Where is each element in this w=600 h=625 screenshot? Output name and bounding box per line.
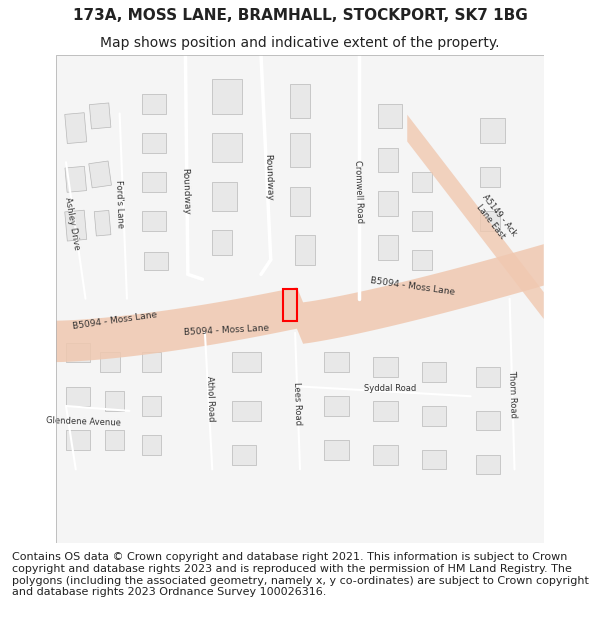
Bar	[66, 342, 91, 362]
Bar	[212, 231, 232, 255]
Bar	[481, 167, 500, 187]
Text: Glendene Avenue: Glendene Avenue	[46, 416, 121, 428]
Bar	[325, 352, 349, 372]
Text: 173A, MOSS LANE, BRAMHALL, STOCKPORT, SK7 1BG: 173A, MOSS LANE, BRAMHALL, STOCKPORT, SK…	[73, 8, 527, 23]
Bar	[290, 133, 310, 167]
Text: Ford's Lane: Ford's Lane	[114, 179, 125, 228]
Bar	[142, 211, 166, 231]
Bar	[65, 210, 87, 241]
Text: Roundway: Roundway	[180, 168, 191, 215]
Bar	[65, 112, 87, 144]
Bar	[378, 148, 398, 172]
Bar	[142, 396, 161, 416]
Bar	[422, 450, 446, 469]
Bar	[325, 440, 349, 459]
Bar	[66, 431, 91, 450]
Bar	[105, 431, 124, 450]
Text: Map shows position and indicative extent of the property.: Map shows position and indicative extent…	[100, 36, 500, 50]
Bar	[232, 352, 261, 372]
Bar	[325, 396, 349, 416]
Bar	[232, 445, 256, 464]
Bar	[94, 211, 111, 236]
Bar	[481, 211, 500, 231]
Text: Lees Road: Lees Road	[292, 382, 303, 425]
Bar	[412, 211, 431, 231]
Bar	[476, 367, 500, 386]
Text: Athol Road: Athol Road	[205, 376, 215, 422]
Bar	[476, 455, 500, 474]
Bar	[142, 435, 161, 455]
Bar	[142, 94, 166, 114]
Bar	[65, 166, 86, 192]
Text: Thorn Road: Thorn Road	[507, 369, 517, 418]
Bar	[142, 172, 166, 191]
Bar	[142, 352, 161, 372]
Bar	[481, 118, 505, 142]
Bar	[373, 357, 398, 377]
Text: Cromwell Road: Cromwell Road	[353, 160, 364, 223]
Polygon shape	[56, 244, 544, 362]
Bar	[378, 104, 403, 128]
Bar	[100, 352, 119, 372]
Text: B5094 - Moss Lane: B5094 - Moss Lane	[184, 324, 269, 337]
Text: B5094 - Moss Lane: B5094 - Moss Lane	[369, 276, 455, 297]
Bar	[212, 79, 241, 114]
Text: Ashley Drive: Ashley Drive	[63, 196, 82, 250]
Bar	[212, 182, 236, 211]
Bar	[412, 172, 431, 191]
Bar	[295, 236, 314, 264]
Bar	[378, 191, 398, 216]
Bar	[378, 236, 398, 260]
Bar	[212, 133, 241, 162]
Bar	[142, 133, 166, 152]
Polygon shape	[407, 115, 544, 319]
Bar	[89, 161, 112, 188]
Text: Contains OS data © Crown copyright and database right 2021. This information is : Contains OS data © Crown copyright and d…	[12, 552, 589, 598]
Bar	[105, 391, 124, 411]
Bar	[89, 103, 111, 129]
Text: A5149 - Ack
Lane East: A5149 - Ack Lane East	[472, 192, 518, 244]
Bar	[476, 411, 500, 431]
Bar	[232, 401, 261, 421]
Text: Syddal Road: Syddal Road	[364, 384, 416, 394]
Bar	[373, 401, 398, 421]
Bar	[283, 289, 296, 321]
Text: Roundway: Roundway	[263, 153, 274, 201]
Bar	[290, 84, 310, 118]
Bar	[373, 445, 398, 464]
Bar	[422, 362, 446, 382]
Bar	[66, 386, 91, 406]
Bar	[412, 250, 431, 269]
Bar	[290, 187, 310, 216]
Bar	[144, 253, 169, 269]
Text: B5094 - Moss Lane: B5094 - Moss Lane	[72, 310, 158, 331]
Bar	[422, 406, 446, 426]
